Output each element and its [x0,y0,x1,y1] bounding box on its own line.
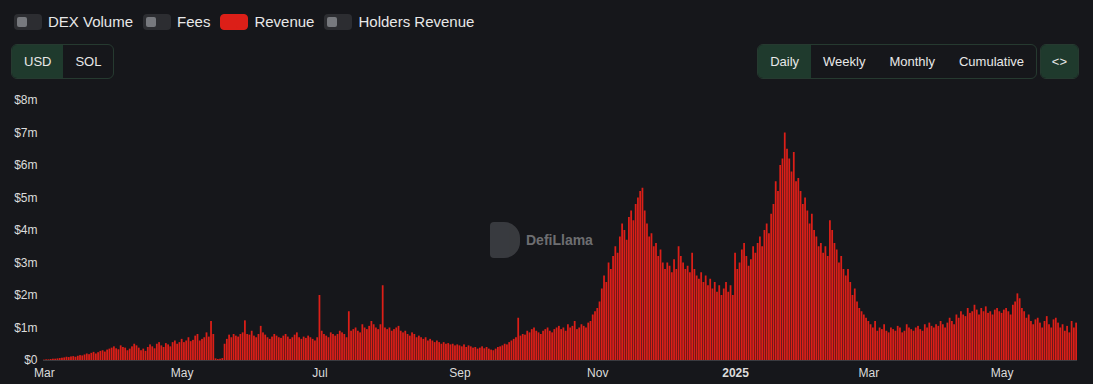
svg-text:$3m: $3m [14,256,37,270]
svg-text:$6m: $6m [14,158,37,172]
svg-text:$1m: $1m [14,321,37,335]
svg-text:$2m: $2m [14,288,37,302]
html-text:Revenue: Revenue [254,13,315,30]
html-text:Daily: Daily [770,54,799,69]
html-text:Weekly: Weekly [823,54,866,69]
html-text:DefiLlama: DefiLlama [526,232,593,248]
svg-text:2025: 2025 [722,366,749,380]
html-text:USD: USD [24,54,52,69]
svg-text:Nov: Nov [587,366,608,380]
html-text:Monthly: Monthly [889,54,935,69]
html-text:SOL: SOL [75,54,102,69]
svg-text:$4m: $4m [14,223,37,237]
svg-text:Mar: Mar [858,366,879,380]
svg-text:May: May [991,366,1014,380]
svg-text:Mar: Mar [34,366,55,380]
svg-text:$5m: $5m [14,191,37,205]
html-text:Holders Revenue: Holders Revenue [358,13,475,30]
html-text:DEX Volume: DEX Volume [48,13,133,30]
svg-text:Sep: Sep [449,366,471,380]
svg-text:$7m: $7m [14,126,37,140]
svg-text:$0: $0 [24,353,38,368]
svg-text:$8m: $8m [14,93,37,107]
svg-text:May: May [171,366,194,380]
html-text:Cumulative: Cumulative [959,54,1024,69]
svg-text:Jul: Jul [312,366,327,380]
html-text:Fees: Fees [177,13,211,30]
